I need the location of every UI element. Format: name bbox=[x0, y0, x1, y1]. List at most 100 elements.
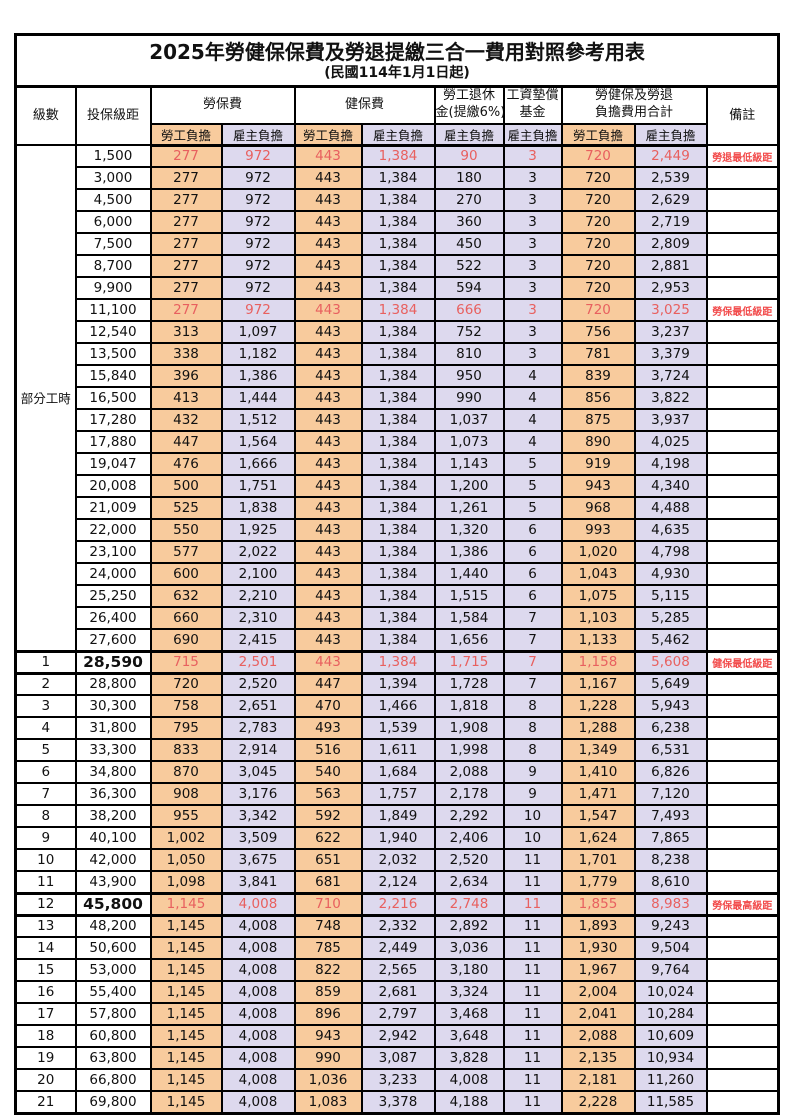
total-line2: 負擔費用合計 bbox=[594, 105, 673, 121]
table-row: 13 48,200 1,145 4,008 748 2,332 2,892 11 1,893 9,… bbox=[14, 914, 780, 938]
total-er-cell: 8,983 bbox=[633, 891, 708, 917]
pension-er-cell: 1,715 bbox=[433, 649, 505, 675]
level-cell: 21 bbox=[14, 1090, 77, 1114]
total-er-cell: 9,243 bbox=[633, 914, 708, 938]
total-emp-cell: 1,103 bbox=[560, 606, 636, 630]
table-row: 5 33,300 833 2,914 516 1,611 1,998 8 1,349 6,531 bbox=[14, 738, 780, 762]
col-header-level: 級數 bbox=[14, 85, 77, 146]
subheader-fund-employer: 雇主負擔 bbox=[502, 122, 563, 147]
level-cell: 3 bbox=[14, 694, 77, 718]
pension-er-cell: 450 bbox=[433, 232, 505, 256]
salary-cell: 26,400 bbox=[74, 606, 152, 630]
fund-er-cell: 6 bbox=[502, 562, 563, 586]
fund-er-cell: 10 bbox=[502, 826, 563, 850]
labor-emp-cell: 500 bbox=[149, 474, 223, 498]
total-emp-cell: 2,181 bbox=[560, 1068, 636, 1092]
health-emp-cell: 443 bbox=[293, 298, 363, 322]
health-emp-cell: 493 bbox=[293, 716, 363, 740]
total-emp-cell: 968 bbox=[560, 496, 636, 520]
note-cell bbox=[705, 320, 780, 344]
health-er-cell: 1,384 bbox=[360, 606, 436, 630]
labor-er-cell: 3,675 bbox=[220, 848, 296, 872]
level-cell: 17 bbox=[14, 1002, 77, 1026]
labor-emp-cell: 525 bbox=[149, 496, 223, 520]
pension-er-cell: 1,386 bbox=[433, 540, 505, 564]
labor-er-cell: 1,386 bbox=[220, 364, 296, 388]
labor-er-cell: 4,008 bbox=[220, 891, 296, 917]
labor-er-cell: 3,045 bbox=[220, 760, 296, 784]
health-emp-cell: 447 bbox=[293, 672, 363, 696]
pension-er-cell: 180 bbox=[433, 166, 505, 190]
health-er-cell: 1,849 bbox=[360, 804, 436, 828]
health-er-cell: 1,384 bbox=[360, 144, 436, 168]
note-cell bbox=[705, 958, 780, 982]
fund-er-cell: 11 bbox=[502, 870, 563, 894]
fund-er-cell: 7 bbox=[502, 628, 563, 652]
health-er-cell: 1,384 bbox=[360, 496, 436, 520]
note-cell bbox=[705, 1024, 780, 1048]
col-header-total: 勞健保及勞退 負擔費用合計 bbox=[560, 85, 708, 125]
total-emp-cell: 1,043 bbox=[560, 562, 636, 586]
page-title: 2025年勞健保保費及勞退提繳三合一費用對照參考用表 bbox=[149, 40, 645, 65]
labor-er-cell: 1,182 bbox=[220, 342, 296, 366]
total-er-cell: 2,539 bbox=[633, 166, 708, 190]
total-er-cell: 6,826 bbox=[633, 760, 708, 784]
pension-er-cell: 4,188 bbox=[433, 1090, 505, 1114]
note-cell bbox=[705, 584, 780, 608]
total-emp-cell: 2,041 bbox=[560, 1002, 636, 1026]
health-er-cell: 1,539 bbox=[360, 716, 436, 740]
table-row: 4 31,800 795 2,783 493 1,539 1,908 8 1,288 6,238 bbox=[14, 716, 780, 740]
subheader-labor-employer: 雇主負擔 bbox=[220, 122, 296, 147]
total-er-cell: 8,610 bbox=[633, 870, 708, 894]
note-cell bbox=[705, 870, 780, 894]
salary-cell: 4,500 bbox=[74, 188, 152, 212]
note-cell bbox=[705, 1046, 780, 1070]
labor-emp-cell: 277 bbox=[149, 232, 223, 256]
fund-line1: 工資墊償 bbox=[506, 88, 559, 104]
salary-cell: 40,100 bbox=[74, 826, 152, 850]
health-emp-cell: 896 bbox=[293, 1002, 363, 1026]
pension-er-cell: 1,200 bbox=[433, 474, 505, 498]
page-subtitle: (民國114年1月1日起) bbox=[324, 65, 470, 82]
labor-er-cell: 972 bbox=[220, 210, 296, 234]
subheader-labor-employee: 勞工負擔 bbox=[149, 122, 223, 147]
note-cell bbox=[705, 232, 780, 256]
fund-er-cell: 3 bbox=[502, 254, 563, 278]
labor-er-cell: 2,210 bbox=[220, 584, 296, 608]
table-row: 3 30,300 758 2,651 470 1,466 1,818 8 1,228 5,943 bbox=[14, 694, 780, 718]
table-row: 8 38,200 955 3,342 592 1,849 2,292 10 1,547 7,493 bbox=[14, 804, 780, 828]
pension-er-cell: 2,088 bbox=[433, 760, 505, 784]
total-er-cell: 2,449 bbox=[633, 144, 708, 168]
note-cell bbox=[705, 628, 780, 652]
total-emp-cell: 720 bbox=[560, 298, 636, 322]
health-er-cell: 3,087 bbox=[360, 1046, 436, 1070]
note-cell bbox=[705, 936, 780, 960]
labor-emp-cell: 1,145 bbox=[149, 1002, 223, 1026]
labor-emp-cell: 833 bbox=[149, 738, 223, 762]
labor-emp-cell: 550 bbox=[149, 518, 223, 542]
total-emp-cell: 1,701 bbox=[560, 848, 636, 872]
labor-er-cell: 4,008 bbox=[220, 1090, 296, 1114]
pension-er-cell: 1,908 bbox=[433, 716, 505, 740]
health-er-cell: 1,384 bbox=[360, 210, 436, 234]
salary-cell: 17,880 bbox=[74, 430, 152, 454]
col-header-health-fee: 健保費 bbox=[293, 85, 436, 125]
total-emp-cell: 839 bbox=[560, 364, 636, 388]
health-er-cell: 1,384 bbox=[360, 430, 436, 454]
table-row: 1 28,590 715 2,501 443 1,384 1,715 7 1,158 5,608 健… bbox=[14, 649, 780, 675]
level-cell: 8 bbox=[14, 804, 77, 828]
health-emp-cell: 563 bbox=[293, 782, 363, 806]
note-cell bbox=[705, 540, 780, 564]
labor-emp-cell: 908 bbox=[149, 782, 223, 806]
labor-er-cell: 2,651 bbox=[220, 694, 296, 718]
note-cell bbox=[705, 188, 780, 212]
fund-er-cell: 7 bbox=[502, 649, 563, 675]
labor-emp-cell: 277 bbox=[149, 144, 223, 168]
total-emp-cell: 1,288 bbox=[560, 716, 636, 740]
salary-cell: 45,800 bbox=[74, 891, 152, 917]
note-cell bbox=[705, 430, 780, 454]
salary-cell: 19,047 bbox=[74, 452, 152, 476]
labor-emp-cell: 277 bbox=[149, 188, 223, 212]
pension-er-cell: 990 bbox=[433, 386, 505, 410]
fund-er-cell: 11 bbox=[502, 1002, 563, 1026]
